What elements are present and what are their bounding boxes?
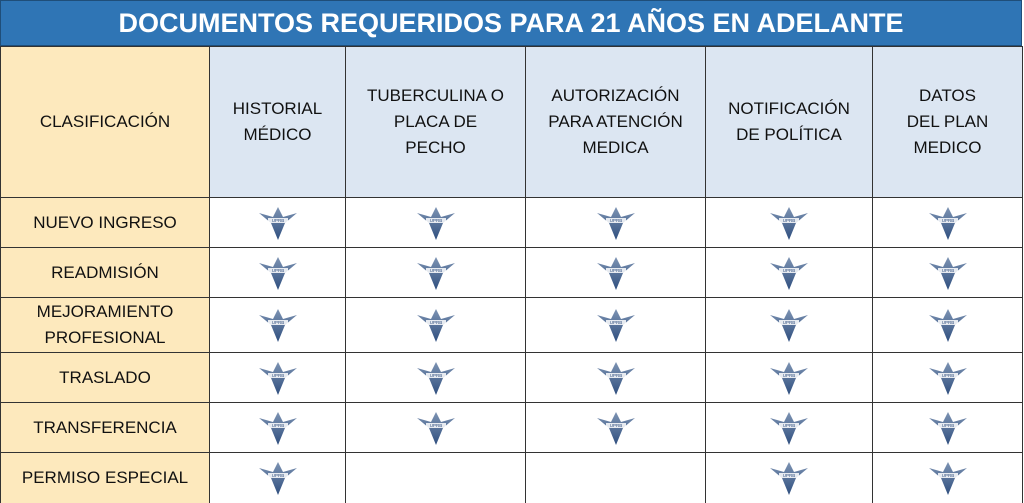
check-logo bbox=[927, 460, 969, 496]
table-cell bbox=[209, 297, 346, 353]
table-cell bbox=[209, 402, 346, 453]
table-cell bbox=[705, 402, 873, 453]
table-cell bbox=[705, 197, 873, 248]
check-logo bbox=[768, 410, 810, 446]
check-logo bbox=[768, 205, 810, 241]
check-logo bbox=[768, 360, 810, 396]
check-logo bbox=[257, 460, 299, 496]
check-logo bbox=[595, 307, 637, 343]
table-cell bbox=[705, 297, 873, 353]
table-cell bbox=[872, 352, 1023, 403]
table-cell bbox=[872, 247, 1023, 298]
table-cell bbox=[705, 452, 873, 503]
table-row: TRASLADO bbox=[0, 352, 1023, 403]
table-cell bbox=[872, 452, 1023, 503]
table-row: READMISIÓN bbox=[0, 247, 1023, 298]
row-label: TRASLADO bbox=[0, 352, 210, 403]
header-row: CLASIFICACIÓN HISTORIAL MÉDICO TUBERCULI… bbox=[0, 46, 1023, 198]
table-cell bbox=[525, 352, 706, 403]
check-logo bbox=[927, 255, 969, 291]
table-cell bbox=[525, 197, 706, 248]
check-logo bbox=[595, 410, 637, 446]
table-cell bbox=[872, 297, 1023, 353]
check-logo bbox=[415, 255, 457, 291]
column-header: HISTORIAL MÉDICO bbox=[209, 46, 346, 198]
table-cell bbox=[345, 352, 526, 403]
column-header: AUTORIZACIÓN PARA ATENCIÓN MEDICA bbox=[525, 46, 706, 198]
row-label: MEJORAMIENTO PROFESIONAL bbox=[0, 297, 210, 353]
column-header: NOTIFICACIÓN DE POLÍTICA bbox=[705, 46, 873, 198]
column-header: CLASIFICACIÓN bbox=[0, 46, 210, 198]
check-logo bbox=[257, 255, 299, 291]
table-cell bbox=[345, 452, 526, 503]
check-logo bbox=[257, 360, 299, 396]
table-row: PERMISO ESPECIAL bbox=[0, 452, 1023, 503]
check-logo bbox=[768, 255, 810, 291]
check-logo bbox=[415, 307, 457, 343]
check-logo bbox=[415, 205, 457, 241]
title-banner: DOCUMENTOS REQUERIDOS PARA 21 AÑOS EN AD… bbox=[0, 0, 1022, 46]
row-label: TRANSFERENCIA bbox=[0, 402, 210, 453]
check-logo bbox=[415, 360, 457, 396]
table-cell bbox=[209, 197, 346, 248]
check-logo bbox=[927, 410, 969, 446]
check-logo bbox=[595, 360, 637, 396]
table-cell bbox=[345, 297, 526, 353]
table-cell bbox=[872, 197, 1023, 248]
check-logo bbox=[927, 360, 969, 396]
table-cell bbox=[525, 452, 706, 503]
table-cell bbox=[345, 197, 526, 248]
table-cell bbox=[525, 297, 706, 353]
table-cell bbox=[705, 247, 873, 298]
check-logo bbox=[927, 307, 969, 343]
check-logo bbox=[415, 410, 457, 446]
table-row: NUEVO INGRESO bbox=[0, 197, 1023, 248]
check-logo bbox=[768, 460, 810, 496]
row-label: PERMISO ESPECIAL bbox=[0, 452, 210, 503]
requirements-table: CLASIFICACIÓN HISTORIAL MÉDICO TUBERCULI… bbox=[0, 46, 1023, 503]
check-logo bbox=[927, 205, 969, 241]
check-logo bbox=[595, 205, 637, 241]
table-cell bbox=[345, 247, 526, 298]
table-row: MEJORAMIENTO PROFESIONAL bbox=[0, 297, 1023, 353]
table-cell bbox=[345, 402, 526, 453]
check-logo bbox=[257, 307, 299, 343]
column-header: TUBERCULINA O PLACA DE PECHO bbox=[345, 46, 526, 198]
check-logo bbox=[257, 205, 299, 241]
table-cell bbox=[209, 352, 346, 403]
row-label: NUEVO INGRESO bbox=[0, 197, 210, 248]
table-cell bbox=[872, 402, 1023, 453]
table-cell bbox=[209, 247, 346, 298]
row-label: READMISIÓN bbox=[0, 247, 210, 298]
table-row: TRANSFERENCIA bbox=[0, 402, 1023, 453]
table-cell bbox=[209, 452, 346, 503]
check-logo bbox=[595, 255, 637, 291]
column-header: DATOS DEL PLAN MEDICO bbox=[872, 46, 1023, 198]
check-logo bbox=[257, 410, 299, 446]
check-logo bbox=[768, 307, 810, 343]
table-cell bbox=[525, 247, 706, 298]
table-cell bbox=[705, 352, 873, 403]
table-cell bbox=[525, 402, 706, 453]
